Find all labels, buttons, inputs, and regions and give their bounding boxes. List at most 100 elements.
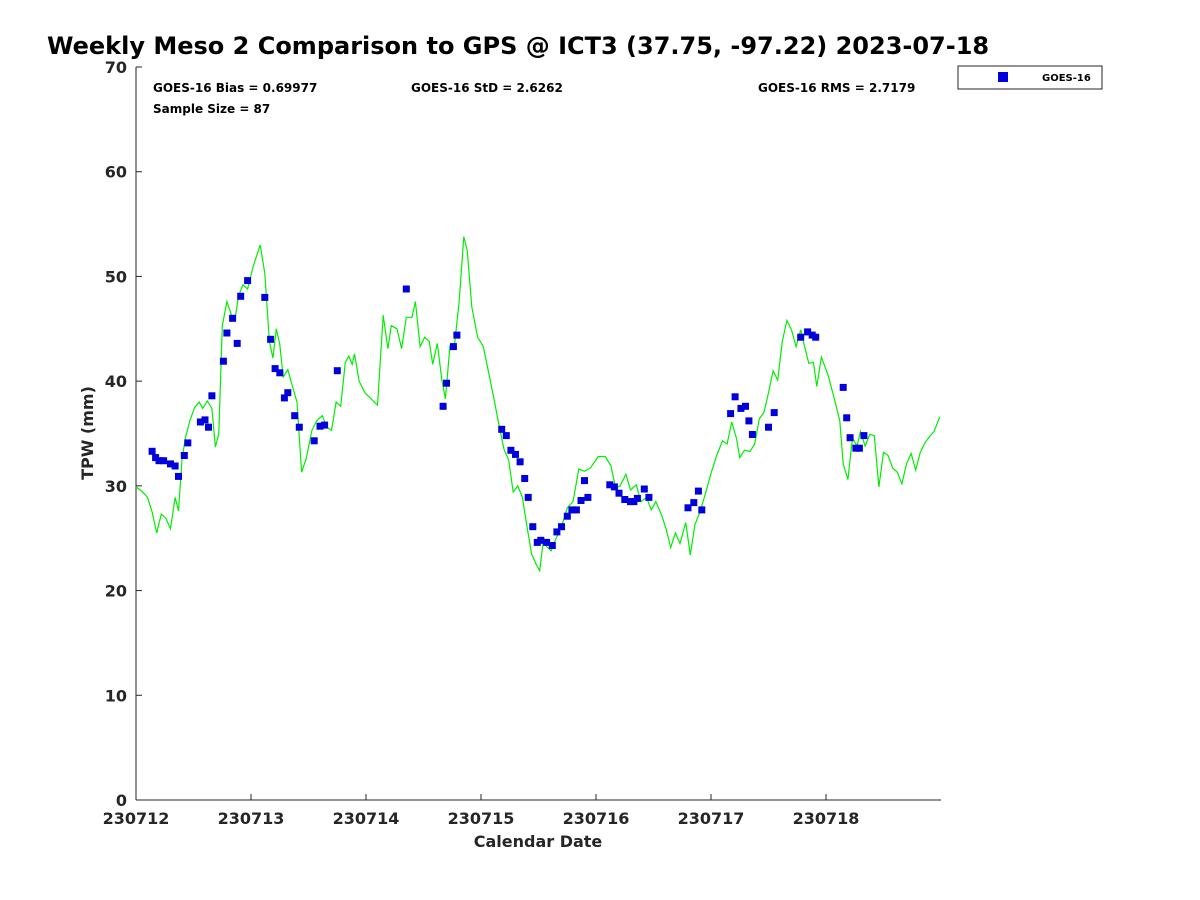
stat-bias: GOES-16 Bias = 0.69977	[153, 81, 317, 95]
x-tick-label: 230715	[448, 809, 515, 828]
goes16-point	[229, 314, 237, 322]
stat-sample-size: Sample Size = 87	[153, 102, 270, 116]
goes16-point	[524, 493, 532, 501]
goes16-point	[453, 331, 461, 339]
goes16-point	[205, 423, 212, 431]
goes16-point	[543, 538, 551, 546]
goes16-point	[640, 485, 648, 493]
goes16-point	[175, 472, 182, 480]
y-tick-label: 50	[105, 267, 127, 286]
goes16-point	[261, 293, 269, 301]
stat-std: GOES-16 StD = 2.6262	[411, 81, 563, 95]
goes16-point	[184, 439, 192, 447]
goes16-point	[765, 423, 772, 431]
goes16-point	[843, 414, 851, 422]
x-tick-label: 230714	[333, 809, 400, 828]
goes16-point	[645, 493, 653, 501]
goes16-point	[698, 506, 706, 514]
goes16-point	[233, 339, 241, 347]
series-goes16-points	[148, 277, 868, 549]
goes16-point	[797, 333, 805, 341]
x-tick-label: 230718	[793, 809, 860, 828]
goes16-point	[633, 494, 641, 502]
goes16-point	[521, 475, 529, 482]
y-axis-label: TPW (mm)	[78, 386, 97, 480]
goes16-point	[529, 523, 537, 531]
goes16-point	[310, 437, 318, 445]
legend-marker-goes16	[998, 72, 1008, 82]
goes16-point	[846, 434, 854, 442]
y-tick-label: 70	[105, 58, 127, 77]
series-line-1	[135, 236, 941, 573]
goes16-point	[812, 333, 820, 341]
goes16-point	[507, 446, 515, 454]
goes16-point	[581, 477, 588, 485]
goes16-point	[502, 432, 510, 440]
goes16-point	[745, 417, 753, 425]
x-tick-label: 230717	[678, 809, 745, 828]
stat-rms: GOES-16 RMS = 2.7179	[758, 81, 915, 95]
x-tick-label: 230716	[563, 809, 630, 828]
goes16-point	[860, 432, 868, 440]
y-tick-label: 40	[105, 372, 127, 391]
goes16-point	[568, 506, 576, 514]
goes16-point	[737, 404, 745, 412]
goes16-point	[727, 410, 735, 418]
goes16-point	[512, 450, 519, 458]
goes16-point	[742, 402, 749, 410]
goes16-point	[196, 418, 204, 426]
goes16-point	[267, 335, 275, 343]
goes16-point	[443, 379, 450, 387]
goes16-point	[171, 462, 179, 470]
goes16-point	[280, 394, 288, 402]
goes16-point	[180, 452, 188, 459]
goes16-point	[770, 409, 778, 417]
y-tick-label: 60	[105, 163, 127, 182]
goes16-point	[804, 328, 812, 336]
y-tick-label: 0	[116, 791, 127, 810]
goes16-point	[537, 536, 545, 544]
goes16-point	[333, 367, 341, 375]
legend-box	[957, 65, 1103, 90]
y-tick-label: 10	[105, 686, 127, 705]
goes16-point	[558, 523, 565, 531]
goes16-point	[223, 329, 231, 337]
goes16-point	[855, 444, 863, 452]
goes16-point	[615, 489, 623, 497]
legend-label-goes16: GOES-16	[1042, 73, 1091, 84]
y-tick-label: 20	[105, 582, 127, 601]
goes16-point	[276, 369, 284, 377]
goes16-point	[610, 483, 618, 491]
goes16-point	[690, 499, 698, 507]
goes16-point	[684, 504, 692, 512]
goes16-point	[148, 447, 156, 455]
goes16-point	[498, 425, 506, 433]
goes16-point	[244, 277, 252, 285]
goes16-point	[316, 422, 324, 430]
x-ticks: 230712 230713 230714 230715 230716 230717 2307…	[103, 794, 860, 828]
x-tick-label: 230713	[218, 809, 285, 828]
y-tick-label: 30	[105, 477, 127, 496]
goes16-point	[584, 493, 592, 501]
legend: GOES-16	[957, 65, 1103, 90]
goes16-point	[577, 497, 585, 504]
goes16-point	[548, 542, 556, 549]
goes16-point	[237, 292, 245, 300]
x-axis-label: Calendar Date	[474, 832, 603, 851]
goes16-point	[208, 392, 216, 400]
goes16-point	[155, 457, 163, 465]
goes16-point	[291, 412, 299, 420]
goes16-point	[449, 343, 457, 351]
goes16-point	[839, 383, 847, 391]
goes16-point	[606, 481, 614, 489]
goes16-point	[563, 512, 571, 520]
goes16-point	[621, 496, 629, 503]
goes16-point	[201, 416, 209, 424]
goes16-point	[219, 357, 227, 365]
goes16-point	[295, 423, 303, 431]
goes16-point	[271, 365, 279, 373]
goes16-point	[160, 457, 168, 465]
goes16-point	[284, 389, 292, 397]
goes16-point	[516, 458, 524, 466]
